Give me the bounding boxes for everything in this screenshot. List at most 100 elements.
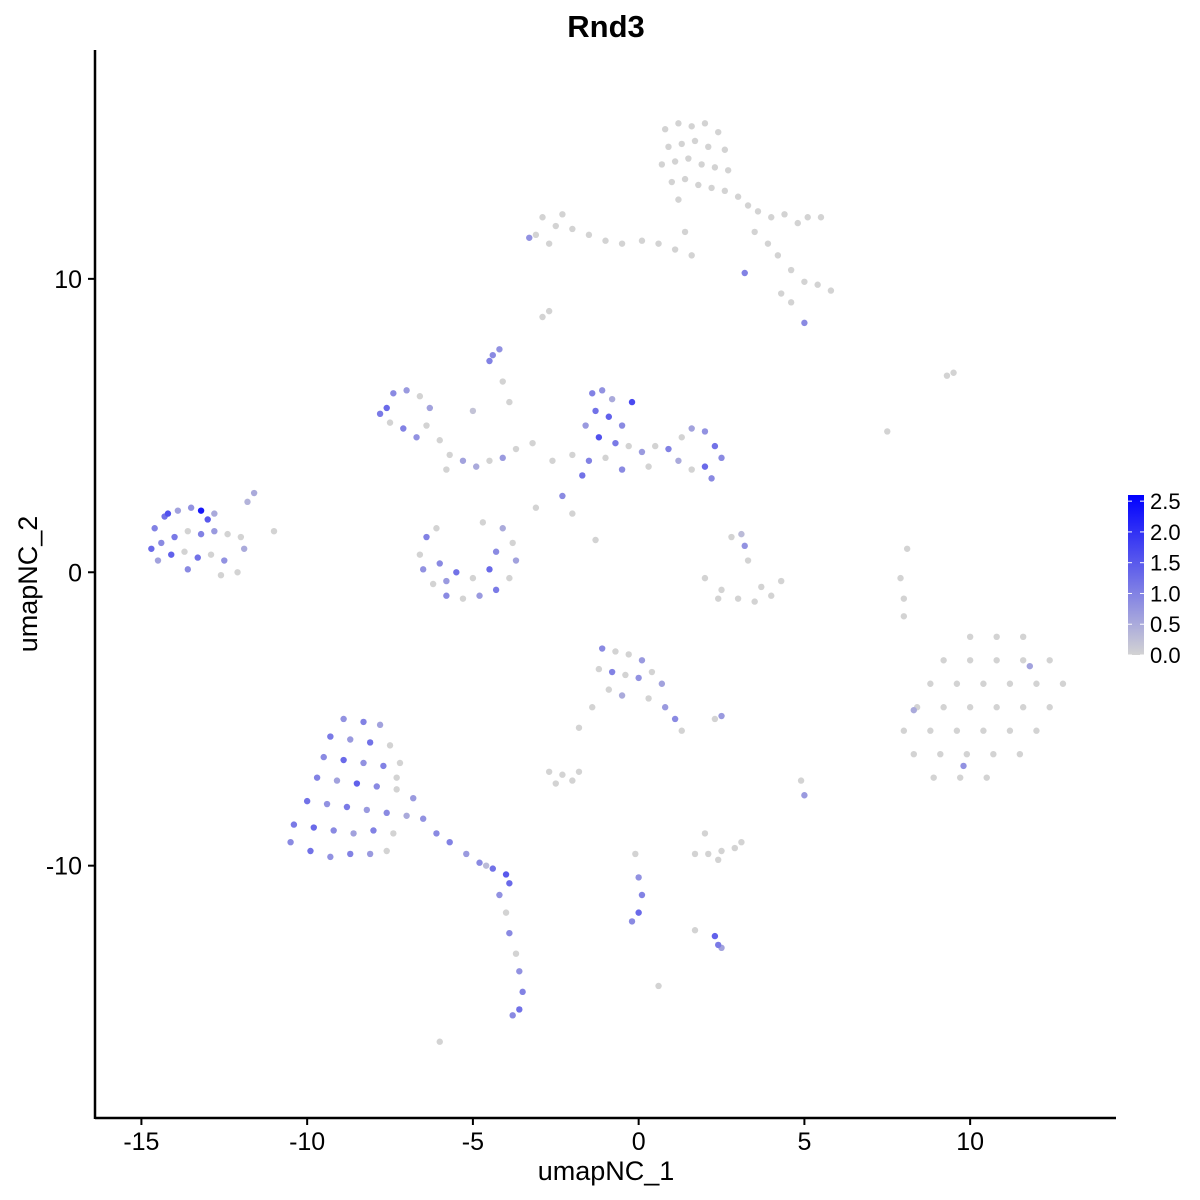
data-point — [718, 586, 725, 594]
data-point — [270, 527, 278, 535]
data-point — [930, 774, 937, 781]
data-point — [884, 428, 891, 435]
data-point — [419, 815, 427, 822]
data-point — [817, 214, 825, 221]
data-point — [688, 123, 695, 130]
data-point — [608, 395, 616, 403]
data-point — [330, 827, 337, 834]
data-point — [658, 680, 666, 687]
data-point — [244, 498, 251, 506]
data-point — [688, 425, 695, 432]
data-point — [582, 422, 589, 429]
data-point — [652, 442, 659, 450]
data-point — [287, 838, 294, 846]
data-point — [320, 753, 327, 761]
data-point — [744, 557, 752, 564]
data-point — [592, 536, 599, 544]
data-point — [635, 909, 642, 916]
data-point — [529, 439, 536, 447]
data-point — [678, 434, 685, 441]
data-point — [509, 1012, 516, 1019]
data-point — [668, 178, 675, 186]
data-point — [512, 445, 520, 453]
data-point — [734, 193, 742, 200]
data-point — [184, 566, 192, 573]
data-point — [1006, 727, 1014, 734]
y-tick-label: -10 — [46, 853, 82, 881]
data-point — [585, 231, 593, 239]
data-point — [426, 404, 434, 412]
data-point — [589, 704, 596, 711]
color-legend: 0.0 0.5 1.0 1.5 2.0 2.5 — [1128, 489, 1181, 668]
data-point — [476, 859, 483, 866]
y-axis-title: umapNC_2 — [13, 516, 43, 653]
data-point — [539, 313, 546, 321]
data-point — [688, 252, 695, 259]
data-point — [671, 246, 679, 253]
data-point — [691, 850, 699, 858]
data-point — [993, 633, 1000, 641]
data-point — [486, 457, 493, 464]
data-point — [695, 181, 702, 189]
data-point — [313, 774, 321, 781]
data-point — [360, 759, 367, 767]
data-point — [403, 812, 410, 819]
data-point — [794, 219, 801, 227]
colorbar — [1128, 495, 1144, 655]
data-point — [419, 566, 427, 573]
data-point — [758, 583, 765, 591]
data-point — [681, 228, 689, 236]
data-point — [499, 378, 506, 385]
data-point — [618, 240, 626, 247]
data-point — [980, 727, 987, 734]
data-point — [632, 850, 639, 858]
data-point — [383, 809, 390, 817]
data-point — [598, 645, 606, 652]
data-point — [545, 768, 553, 775]
data-point — [575, 724, 583, 731]
y-tick-label: 0 — [68, 559, 82, 587]
data-point — [966, 633, 974, 641]
data-point — [350, 830, 357, 837]
data-point — [638, 237, 646, 244]
x-tick-label: -5 — [462, 1128, 484, 1156]
data-point — [473, 463, 480, 470]
data-point — [724, 167, 732, 174]
data-point — [499, 454, 506, 462]
data-point — [1033, 727, 1040, 734]
data-point — [516, 1006, 523, 1013]
data-point — [903, 545, 911, 552]
data-point — [655, 982, 662, 990]
data-point — [685, 155, 692, 162]
data-point — [827, 287, 835, 294]
data-point — [801, 319, 808, 327]
data-point — [486, 566, 493, 573]
data-point — [801, 278, 808, 285]
legend-tick-label: 2.5 — [1150, 489, 1181, 514]
data-point — [552, 780, 559, 787]
x-tick-label: -10 — [289, 1128, 325, 1156]
data-point — [638, 448, 646, 456]
data-point — [943, 372, 951, 379]
data-point — [648, 668, 656, 676]
data-point — [751, 598, 758, 605]
data-point — [184, 527, 192, 535]
data-point — [691, 927, 699, 934]
data-point — [1046, 704, 1053, 711]
data-point — [618, 692, 626, 699]
data-point — [940, 657, 947, 664]
data-point — [675, 120, 682, 127]
data-point — [701, 428, 709, 435]
data-point — [595, 434, 603, 441]
x-tick-label: 0 — [632, 1128, 646, 1156]
data-point — [751, 228, 758, 236]
data-point — [1033, 680, 1040, 687]
legend-tick-label: 2.0 — [1150, 520, 1181, 545]
data-point — [681, 175, 689, 183]
data-point — [489, 351, 496, 359]
data-point — [327, 853, 334, 861]
data-point — [665, 445, 672, 453]
data-point — [764, 240, 772, 247]
data-point — [545, 240, 553, 247]
data-point — [423, 422, 430, 429]
